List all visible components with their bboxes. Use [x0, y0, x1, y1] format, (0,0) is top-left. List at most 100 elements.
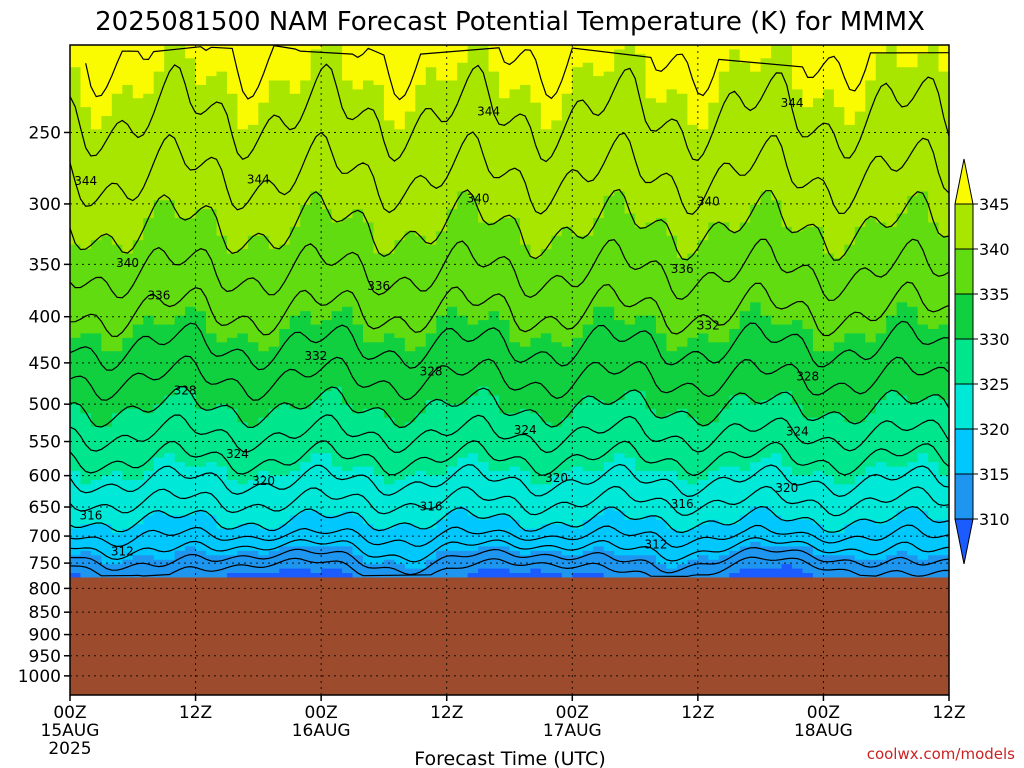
- band-cell: [394, 204, 406, 210]
- band-cell: [132, 257, 144, 264]
- band-cell: [226, 510, 239, 516]
- band-cell: [122, 62, 134, 68]
- band-cell: [195, 524, 207, 530]
- band-cell: [174, 422, 186, 428]
- band-cell: [436, 328, 448, 335]
- band-cell: [164, 328, 176, 335]
- band-cell: [363, 266, 375, 272]
- band-cell: [446, 355, 458, 361]
- band-cell: [143, 568, 155, 574]
- band-cell: [174, 160, 186, 166]
- band-cell: [289, 488, 301, 494]
- band-cell: [499, 275, 511, 281]
- band-cell: [383, 244, 395, 250]
- band-cell: [132, 213, 144, 219]
- band-cell: [122, 191, 134, 197]
- band-cell: [143, 111, 155, 117]
- band-cell: [310, 386, 322, 392]
- band-cell: [70, 89, 82, 95]
- band-cell: [488, 519, 500, 525]
- band-cell: [331, 462, 343, 468]
- band-cell: [90, 195, 102, 201]
- band-cell: [143, 426, 155, 432]
- band-cell: [153, 80, 165, 86]
- band-cell: [185, 351, 197, 357]
- band-cell: [394, 275, 406, 281]
- band-cell: [478, 470, 490, 477]
- band-cell: [436, 124, 448, 130]
- band-cell: [457, 528, 469, 534]
- band-cell: [111, 115, 123, 122]
- band-cell: [425, 462, 437, 468]
- band-cell: [457, 262, 469, 268]
- band-cell: [488, 346, 500, 352]
- band-cell: [153, 453, 165, 459]
- band-cell: [310, 111, 322, 117]
- band-cell: [321, 271, 333, 277]
- band-cell: [373, 302, 385, 308]
- band-cell: [446, 45, 458, 51]
- band-cell: [363, 213, 375, 219]
- band-cell: [268, 200, 280, 206]
- band-cell: [425, 555, 437, 561]
- band-cell: [363, 62, 375, 68]
- band-cell: [436, 240, 448, 246]
- band-cell: [331, 147, 343, 153]
- band-cell: [70, 342, 82, 348]
- band-cell: [258, 519, 270, 525]
- band-cell: [174, 435, 186, 441]
- band-cell: [499, 320, 511, 326]
- band-cell: [174, 186, 186, 193]
- band-cell: [300, 244, 312, 250]
- band-cell: [352, 488, 364, 494]
- band-cell: [111, 218, 123, 224]
- band-cell: [478, 555, 490, 561]
- band-cell: [310, 519, 322, 525]
- band-cell: [164, 524, 176, 530]
- band-cell: [247, 533, 259, 539]
- band-cell: [321, 164, 333, 170]
- band-cell: [478, 435, 490, 441]
- band-cell: [132, 462, 144, 468]
- band-cell: [185, 399, 197, 406]
- band-cell: [132, 373, 144, 379]
- band-cell: [331, 510, 343, 516]
- band-cell: [279, 84, 291, 90]
- band-cell: [467, 138, 479, 144]
- band-cell: [383, 320, 395, 326]
- band-cell: [436, 71, 448, 77]
- band-cell: [478, 346, 490, 352]
- band-cell: [310, 169, 322, 175]
- band-cell: [488, 155, 500, 161]
- band-cell: [425, 155, 437, 161]
- band-cell: [446, 333, 458, 339]
- band-cell: [478, 80, 490, 86]
- band-cell: [122, 84, 134, 90]
- band-cell: [111, 257, 123, 264]
- band-cell: [153, 537, 165, 543]
- band-cell: [488, 231, 500, 237]
- band-cell: [216, 404, 228, 410]
- band-cell: [153, 417, 165, 423]
- band-cell: [342, 422, 354, 428]
- band-cell: [300, 62, 312, 68]
- band-cell: [174, 231, 186, 237]
- band-cell: [373, 439, 385, 445]
- band-cell: [394, 213, 406, 219]
- band-cell: [216, 235, 228, 241]
- band-cell: [331, 439, 343, 445]
- band-cell: [436, 493, 448, 499]
- band-cell: [415, 120, 427, 126]
- band-cell: [185, 195, 197, 201]
- band-cell: [185, 173, 197, 179]
- band-cell: [383, 98, 395, 104]
- band-cell: [300, 275, 312, 281]
- band-cell: [164, 377, 176, 383]
- band-cell: [383, 546, 395, 552]
- band-cell: [80, 53, 92, 59]
- band-cell: [415, 102, 427, 108]
- band-cell: [90, 515, 102, 521]
- band-cell: [425, 324, 437, 330]
- band-cell: [488, 284, 500, 290]
- band-cell: [436, 200, 448, 206]
